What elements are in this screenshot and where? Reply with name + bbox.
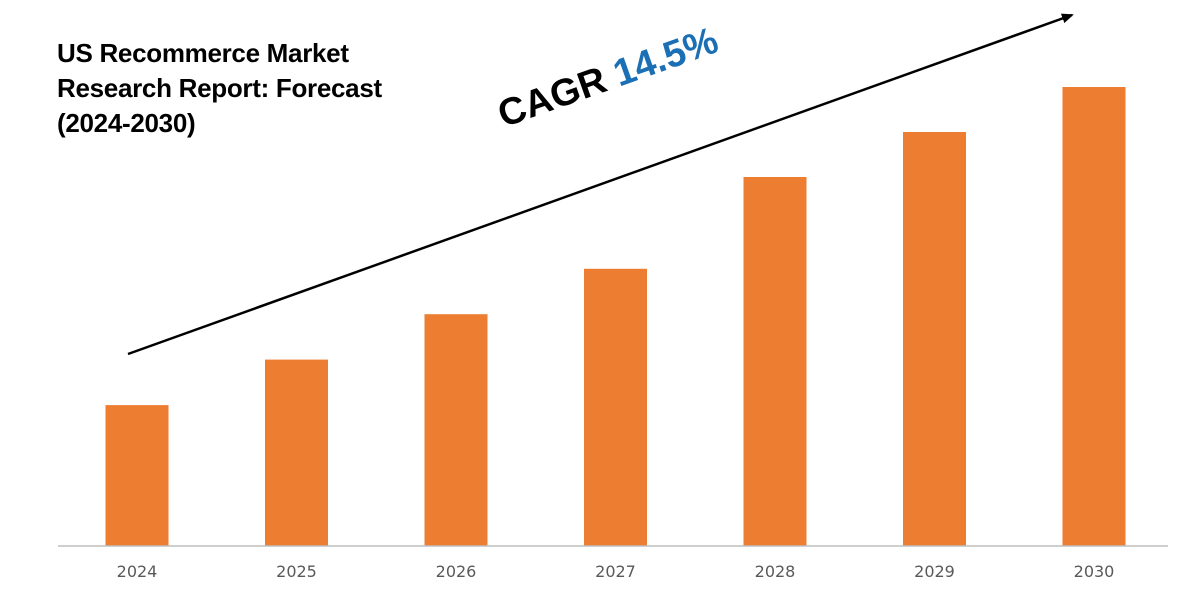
bar-2025 <box>265 359 328 546</box>
x-tick-label: 2029 <box>914 562 955 581</box>
trend-arrow <box>127 13 1074 356</box>
chart-title-line: US Recommerce Market <box>57 38 349 68</box>
x-tick-label: 2027 <box>595 562 636 581</box>
chart-title: US Recommerce Market Research Report: Fo… <box>57 36 417 141</box>
x-tick-labels: 2024 2025 2026 2027 2028 2029 2030 <box>117 562 1115 581</box>
x-tick-label: 2025 <box>276 562 317 581</box>
bar-2024 <box>105 405 169 546</box>
chart-title-line: Research Report: Forecast <box>57 73 382 103</box>
bar-2028 <box>743 177 807 546</box>
x-tick-label: 2028 <box>755 562 796 581</box>
bar-2029 <box>903 132 966 546</box>
bar-2027 <box>584 268 647 546</box>
bars <box>105 87 1126 546</box>
bar-2030 <box>1062 87 1126 546</box>
x-tick-label: 2026 <box>436 562 477 581</box>
chart-title-line: (2024-2030) <box>57 108 196 138</box>
x-tick-label: 2024 <box>117 562 158 581</box>
x-tick-label: 2030 <box>1074 562 1115 581</box>
bar-2026 <box>424 314 488 546</box>
